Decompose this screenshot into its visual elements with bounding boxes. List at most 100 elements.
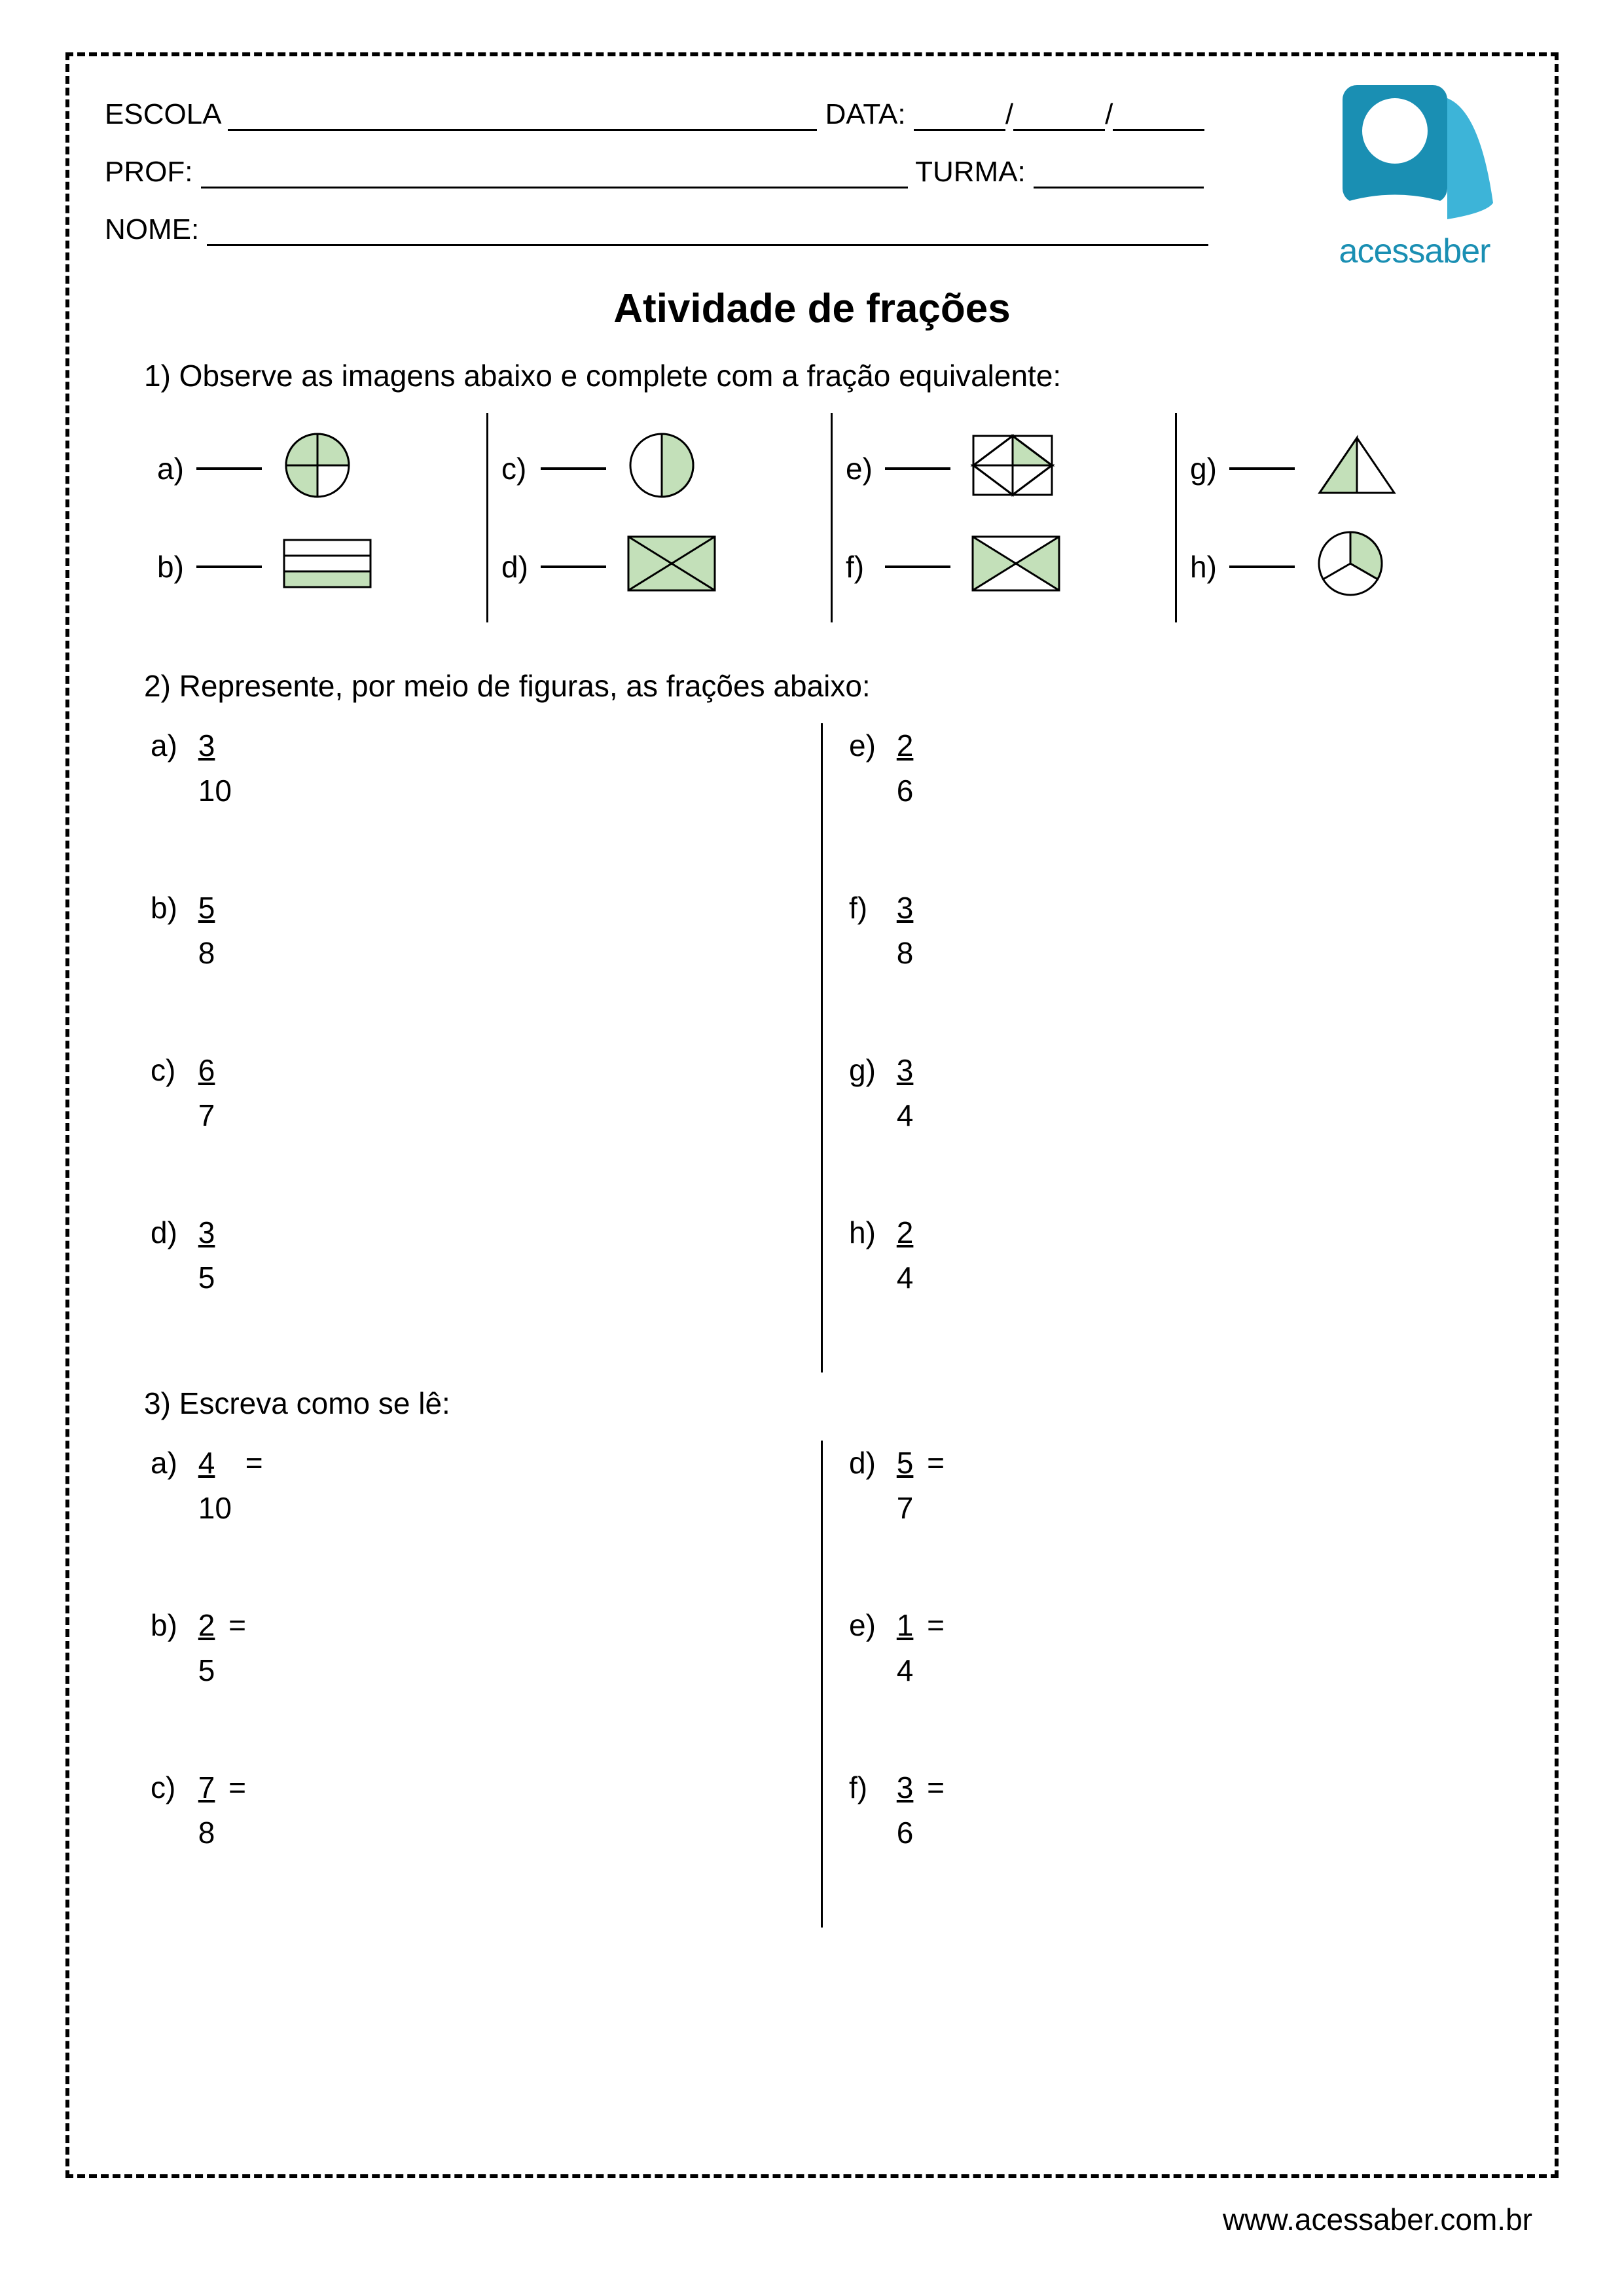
q1-label-a: a) <box>157 451 196 486</box>
q2-num-e: 2 <box>897 723 914 768</box>
q1-blank-g[interactable] <box>1229 467 1295 470</box>
q2-den-g: 4 <box>897 1093 914 1138</box>
shape-circle-quarters <box>281 429 353 509</box>
q1-grid: a) b) <box>144 413 1519 622</box>
worksheet-page: acessaber ESCOLA DATA: // PROF: TURMA: N… <box>0 0 1624 2296</box>
q3-den-c: 8 <box>198 1810 215 1856</box>
q2-item-b: b) 58 <box>151 886 795 976</box>
q1-blank-h[interactable] <box>1229 565 1295 568</box>
q2-label-h: h) <box>849 1210 888 1255</box>
q3-den-b: 5 <box>198 1648 215 1693</box>
q3-num-d: 5 <box>897 1441 914 1486</box>
header-line-1: ESCOLA DATA: // <box>105 98 1519 131</box>
q3-num-b: 2 <box>198 1603 215 1648</box>
q3-eq-c: = <box>228 1765 246 1810</box>
q3-eq-b: = <box>228 1603 246 1648</box>
q1-label-b: b) <box>157 549 196 584</box>
q1-item-b: b) <box>157 518 473 616</box>
q2-right-col: e) 26 f) 38 g) 34 h) 24 <box>823 723 1519 1372</box>
q2-label-e: e) <box>849 723 888 768</box>
data-year-blank[interactable] <box>1113 105 1204 131</box>
q3-item-f: f) 36 = <box>849 1765 1493 1856</box>
q3-right-col: d) 57 = e) 14 = f) 36 = <box>823 1441 1519 1928</box>
q1-col-1: a) b) <box>144 413 488 622</box>
q2-num-g: 3 <box>897 1048 914 1093</box>
q3-num-a: 4 <box>198 1441 232 1486</box>
q1-item-e: e) <box>846 420 1162 518</box>
q1-item-g: g) <box>1190 420 1506 518</box>
q3-den-d: 7 <box>897 1486 914 1531</box>
shape-triangle-half <box>1314 433 1399 505</box>
q1-blank-c[interactable] <box>541 467 606 470</box>
q3-eq-d: = <box>927 1441 945 1486</box>
q3-num-e: 1 <box>897 1603 914 1648</box>
q1-blank-f[interactable] <box>885 565 950 568</box>
q3-label-d: d) <box>849 1441 888 1486</box>
q1-label-f: f) <box>846 549 885 584</box>
q3-item-e: e) 14 = <box>849 1603 1493 1693</box>
prof-blank[interactable] <box>201 162 908 188</box>
q3-label-b: b) <box>151 1603 190 1648</box>
q3-den-f: 6 <box>897 1810 914 1856</box>
turma-label: TURMA: <box>915 156 1026 188</box>
q2-den-e: 6 <box>897 768 914 814</box>
q3-item-a: a) 410 = <box>151 1441 795 1531</box>
q1-item-a: a) <box>157 420 473 518</box>
q1-blank-d[interactable] <box>541 565 606 568</box>
q1-blank-a[interactable] <box>196 467 262 470</box>
q3-eq-e: = <box>927 1603 945 1648</box>
nome-label: NOME: <box>105 213 199 245</box>
q2-den-f: 8 <box>897 931 914 976</box>
shape-rect-thirds <box>281 537 373 597</box>
q2-den-a: 10 <box>198 768 232 814</box>
data-month-blank[interactable] <box>1013 105 1105 131</box>
q3-eq-a: = <box>245 1441 263 1486</box>
q1-label-c: c) <box>501 451 541 486</box>
q2-label-d: d) <box>151 1210 190 1255</box>
q2-columns: a) 310 b) 58 c) 67 d) 35 e) <box>124 723 1519 1372</box>
q2-den-b: 8 <box>198 931 215 976</box>
q1-col-4: g) h) <box>1177 413 1519 622</box>
q2-left-col: a) 310 b) 58 c) 67 d) 35 <box>124 723 823 1372</box>
q2-label-f: f) <box>849 886 888 931</box>
q1-label-d: d) <box>501 549 541 584</box>
q2-item-a: a) 310 <box>151 723 795 814</box>
q3-left-col: a) 410 = b) 25 = c) 78 = <box>124 1441 823 1928</box>
q1-blank-b[interactable] <box>196 565 262 568</box>
q2-num-a: 3 <box>198 723 232 768</box>
shape-rect-x-full <box>626 534 717 600</box>
nome-blank[interactable] <box>207 220 1208 246</box>
q2-label-g: g) <box>849 1048 888 1093</box>
q3-den-e: 4 <box>897 1648 914 1693</box>
q1-label-h: h) <box>1190 549 1229 584</box>
shape-circle-half <box>626 429 698 509</box>
q2-num-f: 3 <box>897 886 914 931</box>
q2-prompt: 2) Represente, por meio de figuras, as f… <box>144 668 1519 704</box>
q1-blank-e[interactable] <box>885 467 950 470</box>
escola-label: ESCOLA <box>105 98 220 130</box>
q2-item-e: e) 26 <box>849 723 1493 814</box>
q3-num-c: 7 <box>198 1765 215 1810</box>
worksheet-title: Atividade de frações <box>105 285 1519 332</box>
q3-eq-f: = <box>927 1765 945 1810</box>
turma-blank[interactable] <box>1034 162 1204 188</box>
data-label: DATA: <box>825 98 906 130</box>
logo: acessaber <box>1316 72 1513 281</box>
q1-item-d: d) <box>501 518 818 616</box>
shape-circle-thirds <box>1314 528 1386 607</box>
escola-blank[interactable] <box>228 105 817 131</box>
q2-item-d: d) 35 <box>151 1210 795 1300</box>
q3-item-c: c) 78 = <box>151 1765 795 1856</box>
data-day-blank[interactable] <box>914 105 1005 131</box>
header-line-3: NOME: <box>105 213 1519 246</box>
content-area: acessaber ESCOLA DATA: // PROF: TURMA: N… <box>72 59 1552 1954</box>
q2-num-h: 2 <box>897 1210 914 1255</box>
q1-item-c: c) <box>501 420 818 518</box>
shape-rect-x-two-tri <box>970 534 1062 600</box>
q2-num-d: 3 <box>198 1210 215 1255</box>
q2-den-c: 7 <box>198 1093 215 1138</box>
q2-num-c: 6 <box>198 1048 215 1093</box>
q2-item-g: g) 34 <box>849 1048 1493 1138</box>
q1-prompt: 1) Observe as imagens abaixo e complete … <box>144 358 1519 393</box>
logo-icon <box>1329 72 1500 229</box>
